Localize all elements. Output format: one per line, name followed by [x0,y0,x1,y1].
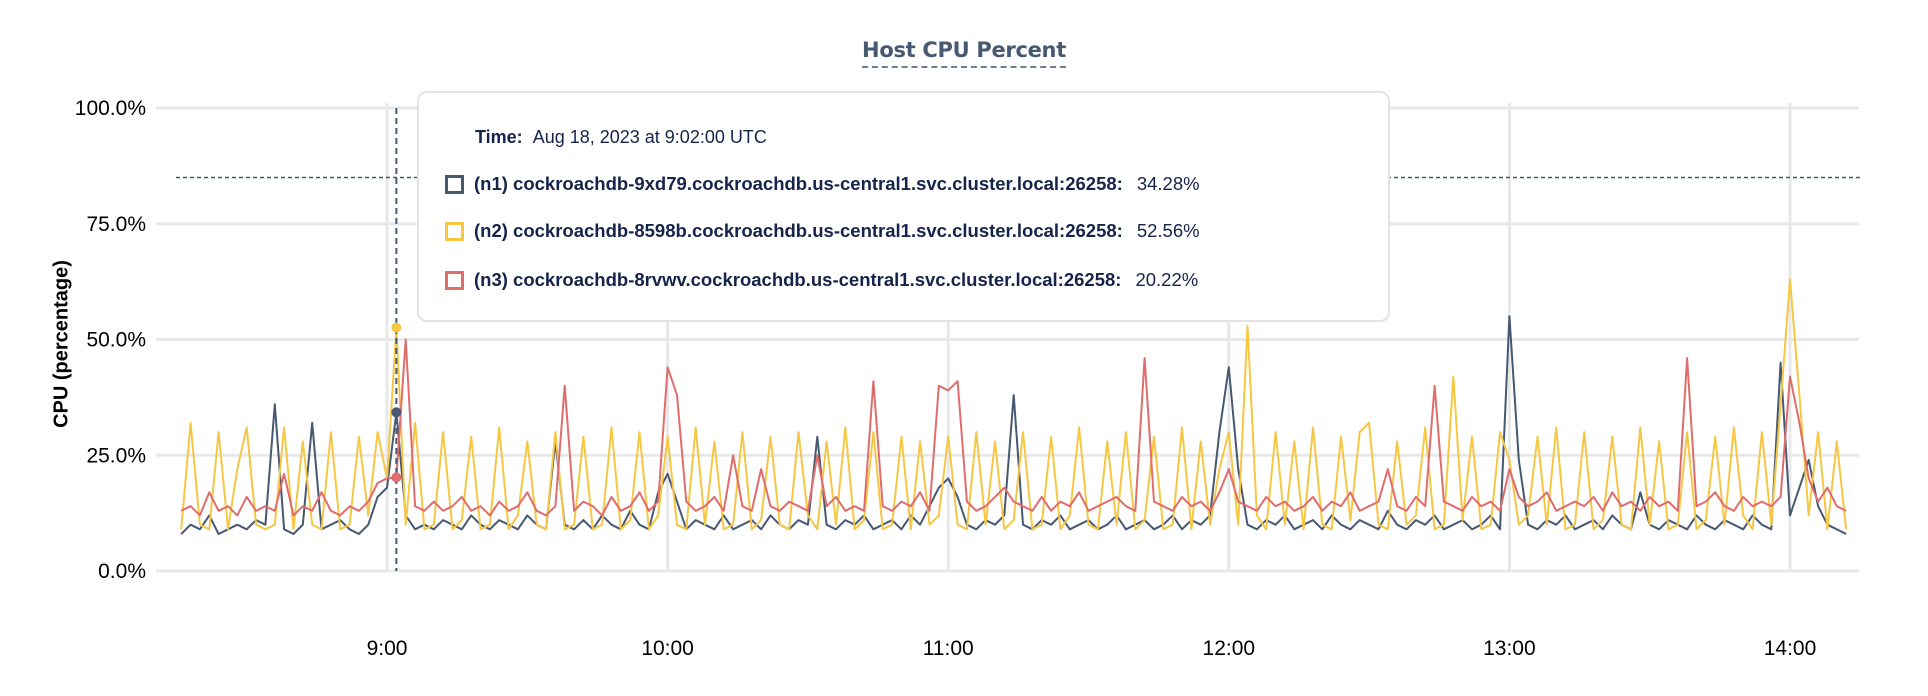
hover-point-n3 [391,472,402,483]
y-tick-label: 50.0% [86,329,146,352]
tooltip-time-value: Aug 18, 2023 at 9:02:00 UTC [532,127,767,147]
hover-marker [391,108,402,571]
tooltip-series-value: 52.56% [1136,220,1200,241]
y-tick-label: 100.0% [75,97,146,120]
tooltip-time-label: Time: [475,127,523,147]
x-tick-label: 12:00 [1203,637,1256,660]
tooltip-series-value: 34.28% [1136,173,1200,194]
tooltip-series-name: (n1) cockroachdb-9xd79.cockroachdb.us-ce… [474,173,1123,194]
series-line-n1[interactable] [180,315,1847,535]
chart-title-wrap: Host CPU Percent [0,38,1928,68]
x-tick-label: 10:00 [641,637,694,660]
tooltip-series-name: (n3) cockroachdb-8rvwv.cockroachdb.us-ce… [474,269,1122,290]
x-tick-label: 14:00 [1764,637,1817,660]
tick-labels: 0.0% 25.0% 50.0% 75.0% 100.0% 9:00 10:00 11:00 1… [75,97,1817,660]
hover-point-n1 [391,407,402,418]
tooltip-row-n2: (n2) cockroachdb-8598b.cockroachdb.us-ce… [445,220,1200,242]
x-tick-label: 13:00 [1483,637,1536,660]
hover-tooltip: Time: Aug 18, 2023 at 9:02:00 UTC (n1) co… [417,91,1390,322]
tooltip-series-name: (n2) cockroachdb-8598b.cockroachdb.us-ce… [474,220,1123,241]
tooltip-row-n1: (n1) cockroachdb-9xd79.cockroachdb.us-ce… [445,173,1200,195]
y-axis-label: CPU (percentage) [50,260,73,428]
tooltip-time: Time: Aug 18, 2023 at 9:02:00 UTC [475,127,767,148]
tooltip-row-n3: (n3) cockroachdb-8rvwv.cockroachdb.us-ce… [445,269,1198,291]
y-tick-label: 25.0% [86,444,146,467]
chart-title[interactable]: Host CPU Percent [862,38,1066,68]
series-line-n2[interactable] [180,278,1848,531]
legend-swatch-n2 [445,221,464,241]
x-tick-label: 9:00 [367,637,408,660]
tooltip-series-value: 20.22% [1135,269,1199,290]
legend-swatch-n1 [445,174,464,194]
y-tick-label: 75.0% [86,213,146,236]
x-tick-label: 11:00 [923,637,974,660]
series-lines [180,278,1848,535]
hover-point-n2 [391,322,402,333]
y-tick-label: 0.0% [98,560,146,583]
legend-swatch-n3 [445,270,464,290]
series-line-n3[interactable] [180,338,1847,517]
